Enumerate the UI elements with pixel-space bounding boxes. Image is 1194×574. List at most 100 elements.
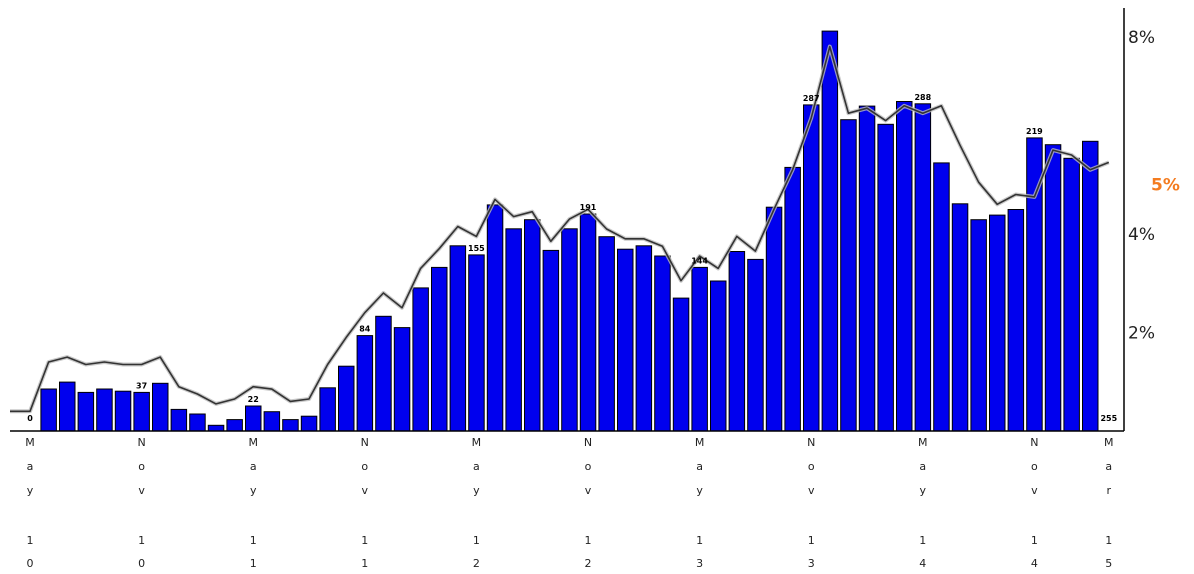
bar <box>542 249 560 432</box>
x-tick-char: 1 <box>585 534 592 547</box>
bar <box>152 382 169 432</box>
x-tick-char: 1 <box>473 534 480 547</box>
data-label: 37 <box>136 381 147 390</box>
x-tick-char: o <box>1031 460 1038 473</box>
x-tick-char: 2 <box>473 557 480 570</box>
x-tick-char: M <box>25 436 35 449</box>
bar <box>524 219 541 432</box>
y-tick-label: 8% <box>1128 28 1155 48</box>
x-tick-label: Mar 1 5 <box>1104 436 1114 570</box>
bar <box>431 266 448 432</box>
x-tick-label: May 1 0 <box>25 436 35 570</box>
bar <box>468 254 485 432</box>
bar <box>505 228 522 432</box>
x-tick-char: o <box>585 460 592 473</box>
axes <box>10 8 1125 432</box>
x-tick-char: o <box>808 460 815 473</box>
bar <box>1044 144 1062 432</box>
x-tick-char: y <box>27 484 34 497</box>
x-tick-char: o <box>138 460 145 473</box>
line-path <box>10 45 1110 413</box>
bar <box>1007 209 1025 432</box>
data-label: 191 <box>580 203 597 212</box>
bar <box>654 255 671 432</box>
x-tick-char: y <box>473 484 480 497</box>
bar <box>765 206 783 432</box>
bar <box>356 335 374 432</box>
x-tick-label: May 1 3 <box>695 436 705 570</box>
x-tick-char: v <box>808 484 815 497</box>
x-tick-char: v <box>585 484 592 497</box>
bar <box>561 228 578 432</box>
data-label: 22 <box>248 395 259 404</box>
bar <box>282 419 299 432</box>
bar <box>319 387 336 432</box>
bar <box>338 365 355 432</box>
y-axis-tick-labels: 2% 4% 8% 5% <box>1128 28 1180 344</box>
bar <box>393 327 411 432</box>
x-tick-char: v <box>1031 484 1038 497</box>
bar <box>245 405 262 432</box>
bar <box>728 251 746 432</box>
data-label: 287 <box>803 94 820 103</box>
bar <box>77 391 95 432</box>
bar <box>579 213 597 432</box>
y-tick-label: 4% <box>1128 225 1155 245</box>
x-tick-char: 4 <box>919 557 926 570</box>
bar <box>1082 140 1099 432</box>
x-tick-label: Nov 1 0 <box>137 436 145 570</box>
x-tick-char: 1 <box>250 557 257 570</box>
bar <box>170 408 188 432</box>
x-tick-char: 1 <box>138 534 145 547</box>
bar <box>226 419 243 432</box>
x-tick-char: 1 <box>27 534 34 547</box>
x-tick-char: 4 <box>1031 557 1038 570</box>
x-tick-char: 0 <box>138 557 145 570</box>
x-tick-char: M <box>1104 436 1114 449</box>
bar <box>803 104 820 432</box>
x-tick-char: a <box>250 460 257 473</box>
bar <box>263 411 281 432</box>
bar <box>784 166 801 432</box>
bar <box>1063 157 1080 432</box>
bar <box>914 103 932 432</box>
bar <box>40 388 57 432</box>
x-tick-char: v <box>362 484 369 497</box>
bar <box>747 258 764 432</box>
bar <box>989 214 1006 432</box>
x-tick-char: N <box>807 436 815 449</box>
bar <box>933 162 950 432</box>
bar <box>133 391 150 432</box>
data-label: 84 <box>359 325 371 334</box>
bar <box>207 424 225 432</box>
bar <box>486 204 504 432</box>
bar <box>189 413 206 432</box>
bar <box>858 105 876 432</box>
x-tick-label: Nov 1 1 <box>361 436 369 570</box>
data-label: 219 <box>1026 127 1043 136</box>
x-tick-char: 0 <box>27 557 34 570</box>
x-tick-char: M <box>248 436 258 449</box>
x-tick-label: Nov 1 3 <box>807 436 815 570</box>
x-tick-label: May 1 1 <box>248 436 258 570</box>
x-tick-char: 1 <box>361 557 368 570</box>
x-tick-char: a <box>473 460 480 473</box>
x-tick-char: N <box>361 436 369 449</box>
bar <box>951 203 969 432</box>
bar <box>449 245 467 432</box>
bar <box>821 30 839 432</box>
bar <box>96 388 113 432</box>
data-label: 288 <box>914 93 931 102</box>
bar <box>672 297 690 432</box>
bar <box>896 101 913 432</box>
bar <box>691 266 708 432</box>
bar <box>617 248 634 432</box>
x-axis-tick-labels: May10Nov10May11Nov11May12Nov12May13Nov13… <box>25 436 1113 570</box>
x-tick-char: a <box>1105 460 1112 473</box>
x-tick-char: y <box>696 484 703 497</box>
x-tick-label: May 1 2 <box>472 436 482 570</box>
bar <box>59 381 76 432</box>
x-tick-char: 1 <box>696 534 703 547</box>
bar <box>114 390 132 432</box>
